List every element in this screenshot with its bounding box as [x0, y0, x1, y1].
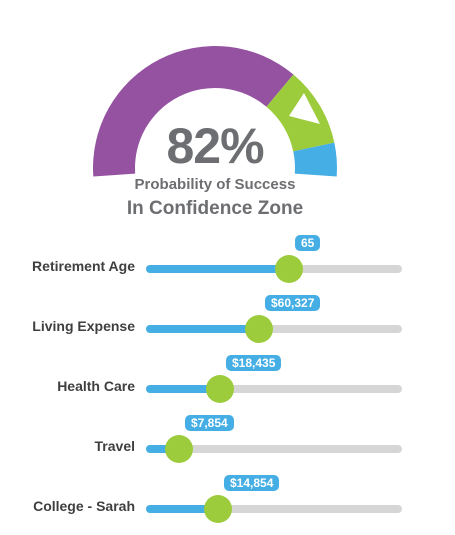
slider-thumb-living-expense[interactable] — [245, 315, 273, 343]
slider-thumb-retirement-age[interactable] — [275, 255, 303, 283]
slider-row-travel: Travel $7,854 — [0, 415, 455, 468]
slider-value-badge-travel: $7,854 — [185, 415, 234, 431]
slider-value-badge-college-sarah: $14,854 — [224, 475, 280, 491]
slider-label-living-expense: Living Expense — [32, 318, 135, 334]
triangle-pointer-icon — [289, 93, 320, 124]
slider-fill-college-sarah — [146, 505, 218, 513]
slider-fill-health-care — [146, 385, 220, 393]
zone-status: In Confidence Zone — [126, 198, 304, 219]
slider-value-badge-health-care: $18,435 — [226, 355, 282, 371]
slider-thumb-health-care[interactable] — [206, 375, 234, 403]
probability-label: Probability of Success — [134, 176, 296, 193]
slider-thumb-travel[interactable] — [165, 435, 193, 463]
slider-thumb-college-sarah[interactable] — [204, 495, 232, 523]
slider-row-health-care: Health Care $18,435 — [0, 355, 455, 408]
slider-label-college-sarah: College - Sarah — [33, 498, 135, 514]
gauge-segment-high — [293, 142, 337, 177]
slider-row-college-sarah: College - Sarah $14,854 — [0, 475, 455, 528]
slider-fill-travel — [146, 445, 179, 453]
slider-label-travel: Travel — [94, 438, 135, 454]
success-percentage: 82% — [166, 118, 264, 174]
slider-track-travel[interactable]: $7,854 — [146, 415, 402, 463]
slider-label-retirement-age: Retirement Age — [32, 258, 135, 274]
gauge-arc — [93, 46, 337, 177]
gauge-segment-low — [93, 46, 294, 177]
slider-value-badge-living-expense: $60,327 — [265, 295, 321, 311]
slider-track-health-care[interactable]: $18,435 — [146, 355, 402, 403]
slider-track-college-sarah[interactable]: $14,854 — [146, 475, 402, 523]
success-gauge: 82% Probability of Success In Confidence… — [0, 0, 455, 230]
slider-row-retirement-age: Retirement Age 65 — [0, 235, 455, 288]
slider-value-badge-retirement-age: 65 — [295, 235, 321, 251]
slider-track-living-expense[interactable]: $60,327 — [146, 295, 402, 343]
slider-track-retirement-age[interactable]: 65 — [146, 235, 402, 283]
slider-label-health-care: Health Care — [57, 378, 135, 394]
slider-fill-living-expense — [146, 325, 259, 333]
slider-fill-retirement-age — [146, 265, 289, 273]
slider-row-living-expense: Living Expense $60,327 — [0, 295, 455, 348]
